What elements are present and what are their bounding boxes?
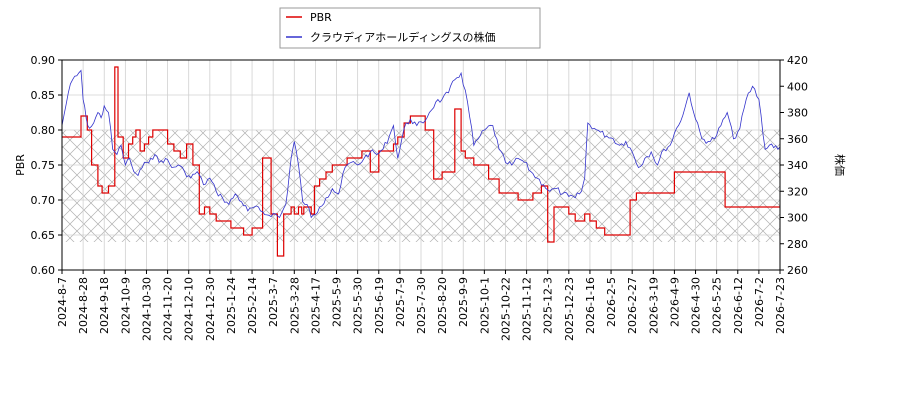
x-tick-label: 2026-2-27 bbox=[626, 277, 639, 334]
y-right-tick-label: 280 bbox=[787, 238, 808, 251]
x-tick-label: 2025-9-9 bbox=[457, 277, 470, 327]
x-tick-label: 2025-10-1 bbox=[478, 277, 491, 334]
x-tick-label: 2024-8-7 bbox=[56, 277, 69, 327]
y-right-tick-label: 380 bbox=[787, 107, 808, 120]
x-tick-label: 2025-11-12 bbox=[521, 277, 534, 341]
x-tick-label: 2026-5-25 bbox=[711, 277, 724, 334]
legend-label: PBR bbox=[310, 11, 332, 24]
x-tick-label: 2026-4-30 bbox=[690, 277, 703, 334]
series-line-pbr bbox=[62, 66, 780, 257]
y-right-tick-label: 340 bbox=[787, 159, 808, 172]
y-left-tick-label: 0.60 bbox=[31, 264, 56, 277]
y-left-tick-label: 0.90 bbox=[31, 54, 56, 67]
y-right-tick-label: 300 bbox=[787, 212, 808, 225]
x-tick-label: 2025-7-30 bbox=[415, 277, 428, 334]
x-tick-label: 2026-1-16 bbox=[584, 277, 597, 334]
x-tick-label: 2024-10-9 bbox=[119, 277, 132, 334]
legend-box bbox=[279, 7, 541, 49]
x-tick-label: 2025-8-20 bbox=[436, 277, 449, 334]
x-tick-label: 2025-3-7 bbox=[267, 277, 280, 327]
y-right-tick-label: 400 bbox=[787, 80, 808, 93]
x-tick-label: 2026-6-12 bbox=[732, 277, 745, 334]
x-tick-label: 2025-4-17 bbox=[309, 277, 322, 334]
x-tick-label: 2024-9-18 bbox=[98, 277, 111, 334]
y-left-axis-label: PBR bbox=[14, 154, 27, 176]
legend-label: クラウディアホールディングスの株価 bbox=[310, 30, 495, 44]
y-left-tick-label: 0.80 bbox=[31, 124, 56, 137]
x-tick-label: 2025-2-14 bbox=[246, 277, 259, 334]
x-tick-label: 2025-6-19 bbox=[373, 277, 386, 334]
x-tick-label: 2026-3-19 bbox=[647, 277, 660, 334]
y-left-tick-label: 0.65 bbox=[31, 229, 56, 242]
y-right-tick-label: 320 bbox=[787, 185, 808, 198]
x-tick-label: 2026-2-5 bbox=[605, 277, 618, 327]
x-tick-label: 2024-10-30 bbox=[140, 277, 153, 341]
y-right-tick-label: 360 bbox=[787, 133, 808, 146]
x-tick-label: 2025-1-24 bbox=[225, 277, 238, 334]
x-tick-label: 2025-3-28 bbox=[288, 277, 301, 334]
y-right-tick-label: 260 bbox=[787, 264, 808, 277]
series-line-stock-price bbox=[62, 69, 780, 219]
y-left-tick-label: 0.75 bbox=[31, 159, 56, 172]
y-left-tick-label: 0.85 bbox=[31, 89, 56, 102]
x-tick-label: 2026-7-2 bbox=[753, 277, 766, 327]
x-tick-label: 2025-5-9 bbox=[331, 277, 344, 327]
x-tick-label: 2026-7-23 bbox=[774, 277, 787, 334]
x-tick-label: 2024-11-20 bbox=[162, 277, 175, 341]
x-tick-label: 2024-12-10 bbox=[183, 277, 196, 341]
x-tick-label: 2024-8-28 bbox=[77, 277, 90, 334]
y-left-tick-label: 0.70 bbox=[31, 194, 56, 207]
y-right-tick-label: 420 bbox=[787, 54, 808, 67]
x-tick-label: 2025-5-30 bbox=[352, 277, 365, 334]
x-tick-label: 2024-12-30 bbox=[204, 277, 217, 341]
x-tick-label: 2026-4-9 bbox=[668, 277, 681, 327]
x-tick-label: 2025-12-23 bbox=[563, 277, 576, 341]
x-tick-label: 2025-7-9 bbox=[394, 277, 407, 327]
x-tick-label: 2025-12-3 bbox=[542, 277, 555, 334]
y-right-axis-label: 株価 bbox=[833, 154, 847, 176]
x-tick-label: 2025-10-22 bbox=[499, 277, 512, 341]
